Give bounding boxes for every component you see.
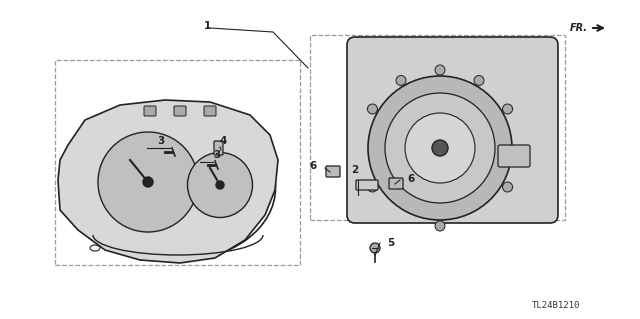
Ellipse shape bbox=[98, 132, 198, 232]
Text: 3: 3 bbox=[157, 136, 165, 146]
Text: 1: 1 bbox=[204, 21, 211, 31]
Circle shape bbox=[405, 113, 475, 183]
Circle shape bbox=[385, 93, 495, 203]
FancyBboxPatch shape bbox=[356, 180, 378, 190]
Text: 3: 3 bbox=[213, 150, 220, 160]
Circle shape bbox=[502, 182, 513, 192]
Text: 2: 2 bbox=[351, 165, 358, 175]
FancyBboxPatch shape bbox=[204, 106, 216, 116]
FancyBboxPatch shape bbox=[326, 166, 340, 177]
Circle shape bbox=[396, 76, 406, 85]
Circle shape bbox=[474, 76, 484, 85]
Circle shape bbox=[370, 243, 380, 253]
Circle shape bbox=[216, 181, 224, 189]
Text: FR.: FR. bbox=[570, 23, 588, 33]
Circle shape bbox=[367, 182, 378, 192]
FancyBboxPatch shape bbox=[214, 141, 223, 155]
Text: 6: 6 bbox=[407, 174, 414, 184]
Polygon shape bbox=[58, 100, 278, 263]
FancyBboxPatch shape bbox=[498, 145, 530, 167]
Ellipse shape bbox=[188, 152, 253, 218]
Circle shape bbox=[435, 221, 445, 231]
FancyBboxPatch shape bbox=[174, 106, 186, 116]
Text: 5: 5 bbox=[387, 238, 394, 248]
Text: 6: 6 bbox=[310, 161, 317, 171]
Circle shape bbox=[143, 177, 153, 187]
Circle shape bbox=[368, 76, 512, 220]
Circle shape bbox=[435, 65, 445, 75]
FancyBboxPatch shape bbox=[347, 37, 558, 223]
Circle shape bbox=[502, 104, 513, 114]
FancyBboxPatch shape bbox=[144, 106, 156, 116]
Text: 4: 4 bbox=[220, 136, 227, 146]
Circle shape bbox=[432, 140, 448, 156]
Text: TL24B1210: TL24B1210 bbox=[532, 300, 580, 309]
Circle shape bbox=[367, 104, 378, 114]
FancyBboxPatch shape bbox=[389, 178, 403, 189]
